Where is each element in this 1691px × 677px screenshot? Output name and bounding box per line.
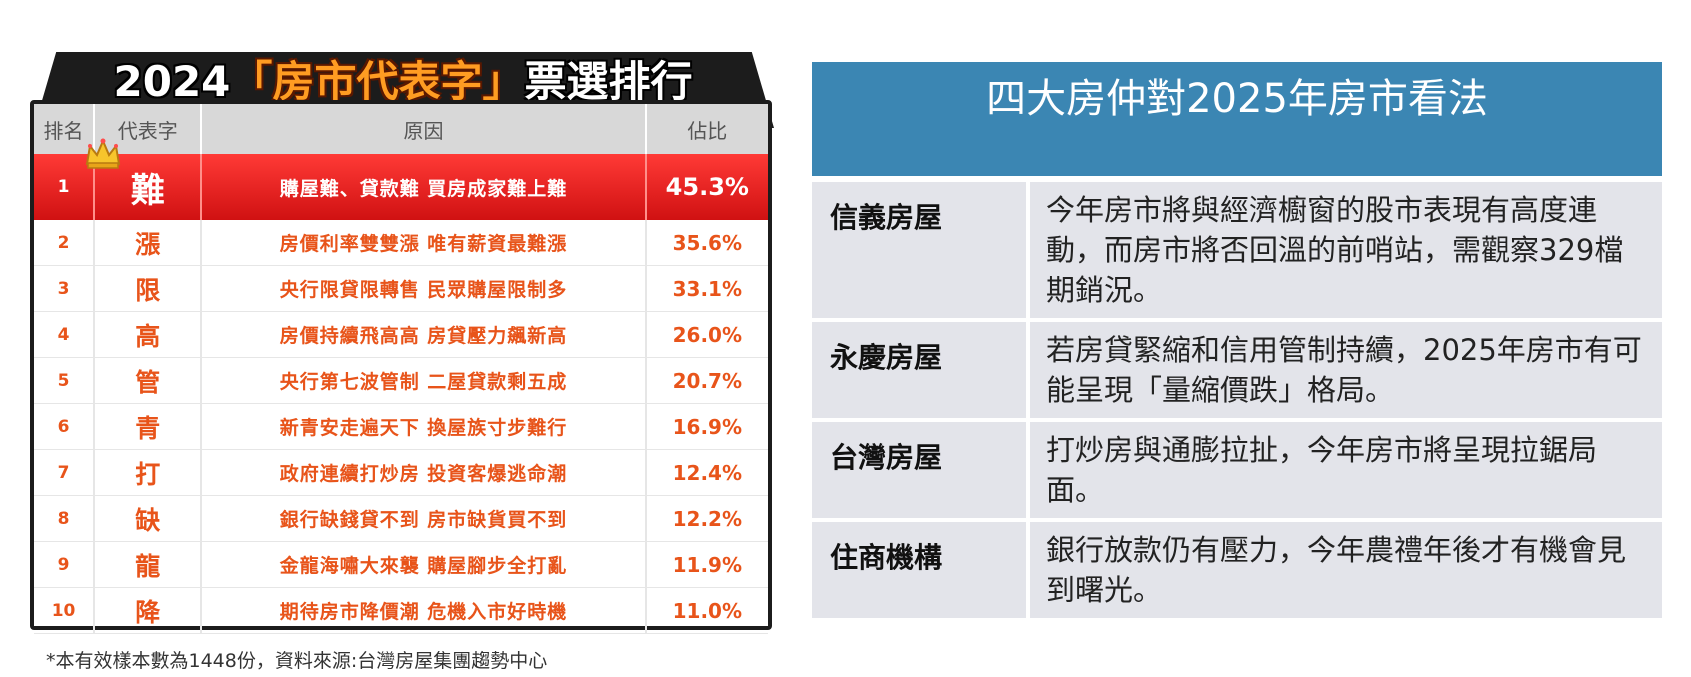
ranking-table-frame: 排名 代表字 原因 佔比 1 (30, 100, 772, 634)
rank-share: 11.0% (645, 587, 768, 634)
rank-number: 8 (34, 495, 96, 542)
rank-reason: 房價利率雙雙漲 唯有薪資最難漲 (201, 220, 647, 266)
rank-char: 缺 (94, 495, 203, 542)
opinions-title: 四大房仲對2025年房市看法 (812, 62, 1662, 176)
agency-name: 信義房屋 (812, 182, 1030, 318)
ranking-row-4: 4 高 房價持續飛高高 房貸壓力飆新高 26.0% (34, 311, 768, 358)
rank-number: 3 (34, 265, 96, 312)
rank-reason: 新青安走遍天下 換屋族寸步難行 (201, 403, 647, 450)
rank-share: 33.1% (645, 265, 768, 312)
ranking-card: 2024「房市代表字」票選排行 排名 代表字 原因 佔比 1 (30, 38, 776, 634)
rank-reason: 央行限貸限轉售 民眾購屋限制多 (201, 265, 647, 312)
agency-view: 今年房市將與經濟櫥窗的股市表現有高度連動，而房市將否回溫的前哨站，需觀察329檔… (1030, 182, 1662, 318)
rank-share: 26.0% (645, 311, 768, 358)
ranking-row-9: 9 龍 金龍海嘯大來襲 購屋腳步全打亂 11.9% (34, 541, 768, 588)
rank-share: 12.2% (645, 495, 768, 542)
ranking-row-6: 6 青 新青安走遍天下 換屋族寸步難行 16.9% (34, 403, 768, 450)
ranking-title: 2024「房市代表字」票選排行 (30, 44, 776, 120)
ranking-row-7: 7 打 政府連續打炒房 投資客爆逃命潮 12.4% (34, 449, 768, 496)
header-reason: 原因 (201, 104, 647, 154)
rank-number: 5 (34, 357, 96, 404)
rank-number: 4 (34, 311, 96, 358)
header-char: 代表字 (94, 104, 203, 154)
header-rank: 排名 (34, 104, 96, 154)
rank-reason: 房價持續飛高高 房貸壓力飆新高 (201, 311, 647, 358)
header-share: 佔比 (645, 104, 768, 154)
rank-reason: 政府連續打炒房 投資客爆逃命潮 (201, 449, 647, 496)
rank-number: 1 (34, 154, 96, 220)
rank-reason: 期待房市降價潮 危機入市好時機 (201, 587, 647, 634)
rank-reason: 金龍海嘯大來襲 購屋腳步全打亂 (201, 541, 647, 588)
ranking-table: 排名 代表字 原因 佔比 1 (34, 104, 768, 634)
opinion-row: 信義房屋 今年房市將與經濟櫥窗的股市表現有高度連動，而房市將否回溫的前哨站，需觀… (812, 182, 1662, 318)
agency-name: 台灣房屋 (812, 422, 1030, 518)
rank-char-cell: 難 (85, 138, 203, 220)
ranking-row-8: 8 缺 銀行缺錢貸不到 房市缺貨買不到 12.2% (34, 495, 768, 542)
rank-number: 10 (34, 587, 96, 634)
ranking-row-5: 5 管 央行第七波管制 二屋貸款剩五成 20.7% (34, 357, 768, 404)
rank-share: 16.9% (645, 403, 768, 450)
opinion-row: 台灣房屋 打炒房與通膨拉扯，今年房市將呈現拉鋸局面。 (812, 422, 1662, 518)
opinions-table: 信義房屋 今年房市將與經濟櫥窗的股市表現有高度連動，而房市將否回溫的前哨站，需觀… (812, 178, 1662, 622)
rank-number: 2 (34, 220, 96, 266)
ranking-row-10: 10 降 期待房市降價潮 危機入市好時機 11.0% (34, 587, 768, 634)
rank-char: 降 (94, 587, 203, 634)
rank-char: 青 (94, 403, 203, 450)
rank-char: 龍 (94, 541, 203, 588)
rank-share: 11.9% (645, 541, 768, 588)
opinions-panel: 四大房仲對2025年房市看法 信義房屋 今年房市將與經濟櫥窗的股市表現有高度連動… (812, 62, 1662, 622)
ranking-row-2: 2 漲 房價利率雙雙漲 唯有薪資最難漲 35.6% (34, 220, 768, 266)
rank-reason: 銀行缺錢貸不到 房市缺貨買不到 (201, 495, 647, 542)
rank-char: 高 (94, 311, 203, 358)
agency-name: 住商機構 (812, 522, 1030, 618)
rank-number: 9 (34, 541, 96, 588)
rank-char: 限 (94, 265, 203, 312)
rank-char: 管 (94, 357, 203, 404)
crown-icon (85, 138, 121, 169)
rank-reason: 央行第七波管制 二屋貸款剩五成 (201, 357, 647, 404)
rank-reason: 購屋難、貸款難 買房成家難上難 (201, 154, 647, 220)
ranking-title-year: 2024 (113, 57, 231, 106)
ranking-row-3: 3 限 央行限貸限轉售 民眾購屋限制多 33.1% (34, 265, 768, 312)
ranking-title-close-quote: 」 (482, 57, 525, 106)
opinion-row: 永慶房屋 若房貸緊縮和信用管制持續，2025年房市有可能呈現「量縮價跌」格局。 (812, 322, 1662, 418)
ranking-row-1: 1 難 購屋難、貸款難 買房成家難上難 45.3% (34, 138, 768, 220)
rank-share: 45.3% (645, 154, 768, 220)
opinion-row: 住商機構 銀行放款仍有壓力，今年農禮年後才有機會見到曙光。 (812, 522, 1662, 618)
rank-number: 7 (34, 449, 96, 496)
ranking-header-row: 排名 代表字 原因 佔比 (34, 104, 768, 154)
ranking-title-open-quote: 「 (230, 57, 273, 106)
rank-share: 35.6% (645, 220, 768, 266)
rank-char: 打 (94, 449, 203, 496)
rank-char: 難 (130, 170, 165, 211)
rank-char: 漲 (94, 220, 203, 266)
agency-view: 打炒房與通膨拉扯，今年房市將呈現拉鋸局面。 (1030, 422, 1662, 518)
agency-view: 銀行放款仍有壓力，今年農禮年後才有機會見到曙光。 (1030, 522, 1662, 618)
ranking-title-suffix: 票選排行 (524, 57, 693, 106)
ranking-footnote: *本有效樣本數為1448份，資料來源:台灣房屋集團趨勢中心 (46, 650, 548, 672)
rank-share: 20.7% (645, 357, 768, 404)
rank-share: 12.4% (645, 449, 768, 496)
ranking-title-highlight: 房市代表字 (272, 57, 483, 106)
rank-number: 6 (34, 403, 96, 450)
agency-name: 永慶房屋 (812, 322, 1030, 418)
agency-view: 若房貸緊縮和信用管制持續，2025年房市有可能呈現「量縮價跌」格局。 (1030, 322, 1662, 418)
